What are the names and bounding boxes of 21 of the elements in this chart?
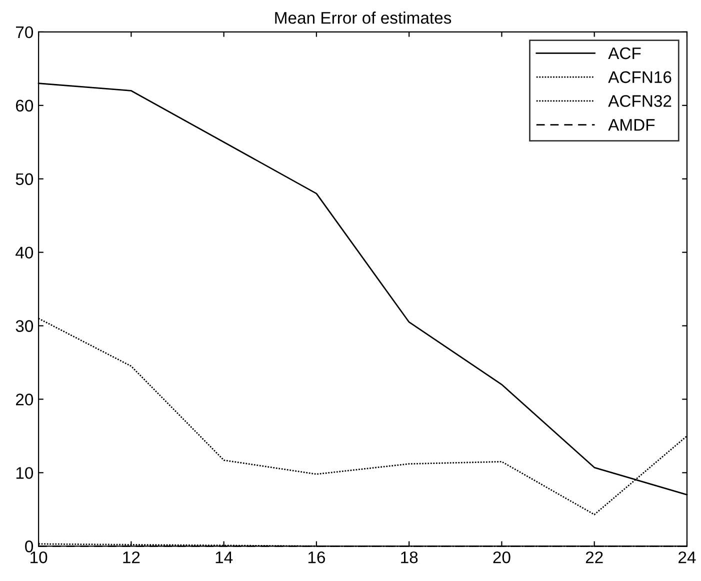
x-tick-label: 24	[678, 551, 696, 564]
x-tick-label: 20	[493, 551, 510, 564]
x-tick-label: 18	[401, 551, 418, 564]
y-tick-label: 0	[25, 540, 34, 552]
x-tick-label: 10	[30, 551, 48, 564]
x-tick-label: 14	[216, 552, 233, 564]
legend-label: ACFN16	[608, 71, 672, 84]
legend-label: ACFN32	[608, 95, 672, 107]
legend-label: AMDF	[608, 119, 655, 131]
y-tick-label: 50	[16, 173, 34, 186]
y-tick-label: 20	[16, 394, 34, 406]
y-tick-label: 10	[16, 467, 34, 479]
y-tick-label: 60	[16, 100, 34, 112]
y-tick-label: 30	[16, 320, 34, 332]
y-tick-label: 70	[16, 26, 34, 38]
legend-label: ACF	[608, 47, 641, 60]
x-tick-label: 12	[123, 551, 140, 564]
chart-title: Mean Error of estimates	[275, 12, 452, 24]
x-tick-label: 16	[308, 551, 325, 564]
x-tick-label: 22	[586, 551, 603, 564]
y-tick-label: 40	[16, 246, 34, 259]
